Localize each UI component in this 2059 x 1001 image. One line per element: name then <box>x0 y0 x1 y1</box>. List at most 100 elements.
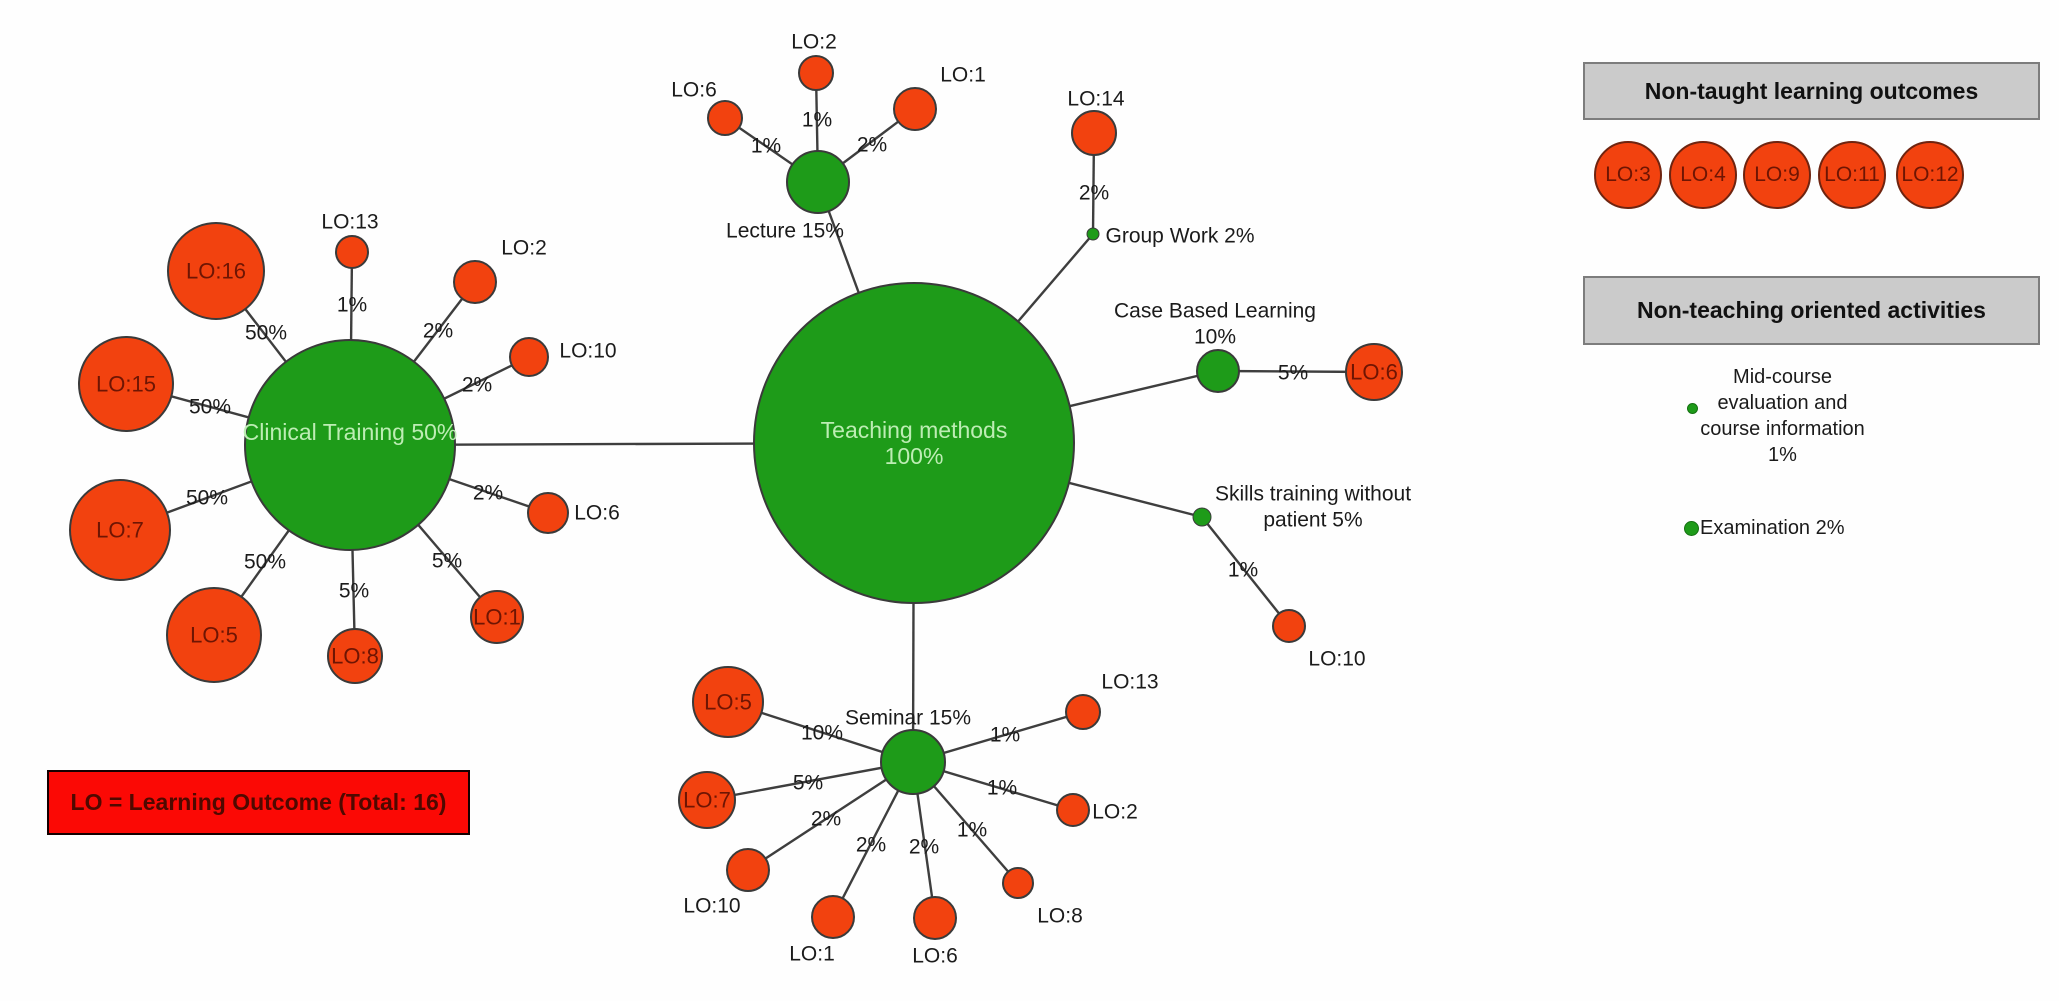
node-circle-ct-lo5 <box>166 587 262 683</box>
non-taught-lo-node: LO:4 <box>1669 141 1737 209</box>
node-label-teaching: 100% <box>885 443 944 469</box>
node-circle-sm-lo10 <box>726 848 770 892</box>
node-circle-sm-lo7 <box>678 771 736 829</box>
edge-percent-label: 2% <box>856 834 886 857</box>
node-circle-lc-lo2 <box>798 55 834 91</box>
edge-percent-label: 50% <box>189 396 231 419</box>
node-label-lecture: Lecture 15% <box>726 220 844 243</box>
node-circle-gw-lo14 <box>1071 110 1117 156</box>
edge-percent-label: 1% <box>751 135 781 158</box>
node-circle-ct-lo16 <box>167 222 265 320</box>
non-taught-lo-node: LO:11 <box>1818 141 1886 209</box>
node-label-ct-lo16: LO:16 <box>186 259 246 284</box>
node-label-lc-lo6: LO:6 <box>671 79 717 102</box>
node-label-cb-lo6: LO:6 <box>1350 360 1398 385</box>
node-circle-ct-lo7 <box>69 479 171 581</box>
non-taught-lo-node: LO:3 <box>1594 141 1662 209</box>
node-label-ct-lo13: LO:13 <box>321 211 378 234</box>
lo-label: LO:11 <box>1824 163 1880 186</box>
lo-label: LO:9 <box>1754 163 1800 186</box>
node-circle-sm-lo1 <box>811 895 855 939</box>
node-label-gw-lo14: LO:14 <box>1067 88 1125 111</box>
edge-percent-label: 50% <box>244 551 286 574</box>
edge-percent-label: 2% <box>1079 182 1109 205</box>
node-label-ct-lo1: LO:1 <box>473 605 521 630</box>
node-circle-ct-lo13 <box>335 235 369 269</box>
edge-percent-label: 1% <box>802 109 832 132</box>
activity-midcourse-line: course information <box>1700 418 1865 440</box>
edge-percent-label: 1% <box>987 777 1017 800</box>
node-circle-cb-lo6 <box>1345 343 1403 401</box>
node-circle-ct-lo8 <box>327 628 383 684</box>
node-circle-ct-lo10 <box>509 337 549 377</box>
node-label-sm-lo5: LO:5 <box>704 690 752 715</box>
non-taught-lo-node: LO:12 <box>1896 141 1964 209</box>
edge-percent-label: 5% <box>432 550 462 573</box>
node-label-sm-lo2: LO:2 <box>1092 801 1138 824</box>
edge-percent-label: 2% <box>423 320 453 343</box>
edge-percent-label: 2% <box>462 374 492 397</box>
node-label-ct-lo10: LO:10 <box>559 340 616 363</box>
edge-percent-label: 10% <box>801 722 843 745</box>
node-label-lc-lo2: LO:2 <box>791 31 837 54</box>
node-label-ct-lo6: LO:6 <box>574 502 620 525</box>
edge-percent-label: 1% <box>337 294 367 317</box>
node-circle-clinical <box>244 339 456 551</box>
activity-midcourse-line: 1% <box>1768 444 1797 466</box>
node-circle-ct-lo15 <box>78 336 174 432</box>
node-label-sm-lo8: LO:8 <box>1037 905 1083 928</box>
node-label-ct-lo8: LO:8 <box>331 644 379 669</box>
edge-percent-label: 50% <box>245 322 287 345</box>
node-label-teaching: Teaching methods <box>821 417 1008 443</box>
node-label-sm-lo13: LO:13 <box>1101 671 1158 694</box>
node-circle-teaching <box>753 282 1075 604</box>
node-circle-ct-lo1 <box>470 590 524 644</box>
examination-dot-icon <box>1684 521 1699 536</box>
lo-definition-box: LO = Learning Outcome (Total: 16) <box>47 770 470 835</box>
panel-non-taught: Non-taught learning outcomes <box>1583 62 2040 120</box>
node-circle-cbl <box>1196 349 1240 393</box>
node-label-ct-lo15: LO:15 <box>96 372 156 397</box>
node-label-sm-lo6: LO:6 <box>912 945 958 968</box>
node-circle-sm-lo5 <box>692 666 764 738</box>
edge-percent-label: 50% <box>186 487 228 510</box>
edge-line <box>706 760 914 802</box>
activity-midcourse-line: Mid-course <box>1733 366 1832 388</box>
node-label-groupwork: Group Work 2% <box>1106 225 1255 248</box>
activity-examination: Examination 2% <box>1684 517 1845 540</box>
node-label-sm-lo1: LO:1 <box>789 943 835 966</box>
node-circle-lc-lo6 <box>707 100 743 136</box>
node-circle-sm-lo13 <box>1065 694 1101 730</box>
node-circle-sm-lo6 <box>913 896 957 940</box>
edge-percent-label: 1% <box>1228 559 1258 582</box>
midcourse-dot-icon <box>1687 403 1698 414</box>
node-label-skills: Skills training without <box>1215 483 1411 506</box>
lo-label: LO:4 <box>1680 163 1726 186</box>
panel-non-teaching-title: Non-teaching oriented activities <box>1637 297 1986 323</box>
node-label-skills: patient 5% <box>1263 509 1362 532</box>
panel-non-taught-title: Non-taught learning outcomes <box>1644 77 1979 104</box>
edge-percent-label: 2% <box>857 134 887 157</box>
node-circle-ct-lo2 <box>453 260 497 304</box>
edge-percent-label: 2% <box>473 482 503 505</box>
node-label-sm-lo7: LO:7 <box>683 788 731 813</box>
panel-non-teaching: Non-teaching oriented activities <box>1583 276 2040 345</box>
node-circle-groupwork <box>1086 227 1100 241</box>
node-circle-sk-lo10 <box>1272 609 1306 643</box>
node-circle-seminar <box>880 729 946 795</box>
edge-percent-label: 1% <box>957 819 987 842</box>
activity-examination-label: Examination 2% <box>1700 517 1845 539</box>
edge-percent-label: 1% <box>990 724 1020 747</box>
node-circle-ct-lo6 <box>527 492 569 534</box>
edge-percent-label: 5% <box>793 772 823 795</box>
edge-percent-label: 5% <box>339 580 369 603</box>
node-label-seminar: Seminar 15% <box>845 707 971 730</box>
node-circle-sm-lo8 <box>1002 867 1034 899</box>
node-label-cbl: 10% <box>1194 326 1236 349</box>
node-circle-lc-lo1 <box>893 87 937 131</box>
node-label-ct-lo2: LO:2 <box>501 237 547 260</box>
lo-label: LO:12 <box>1901 163 1959 186</box>
activity-midcourse: Mid-course evaluation and course informa… <box>1675 364 1890 468</box>
node-circle-skills <box>1192 507 1212 527</box>
